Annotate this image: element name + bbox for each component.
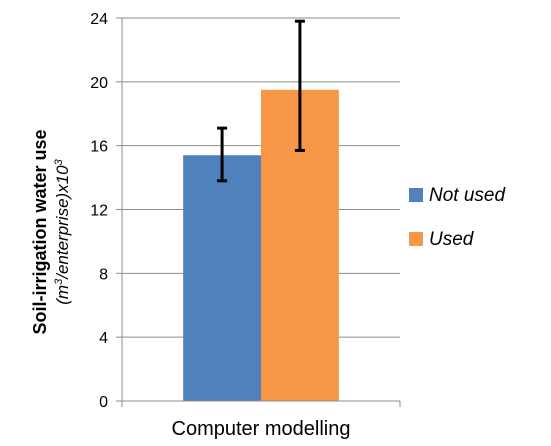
y-tick-label: 16 — [90, 139, 108, 156]
y-tick-label: 12 — [90, 203, 108, 220]
y-tick-label: 20 — [90, 75, 108, 92]
y-axis-unit-mid: /enterprise)x10 — [53, 165, 72, 280]
y-tick-label: 4 — [99, 330, 108, 347]
svg-text:(m3/enterprise)x103: (m3/enterprise)x103 — [53, 158, 72, 304]
bars — [183, 89, 339, 401]
y-axis-title: Soil-irrigation water use — [30, 129, 50, 334]
y-tick-label: 24 — [90, 11, 108, 28]
y-axis-title-line1: Soil-irrigation water use — [30, 129, 50, 334]
y-axis-unit-prefix: (m — [53, 285, 72, 305]
y-tick-label: 0 — [99, 394, 108, 411]
legend-swatch — [409, 188, 423, 202]
error-bars — [217, 19, 305, 183]
axes — [121, 18, 401, 407]
legend-label: Not used — [429, 185, 506, 206]
legend-label: Used — [429, 229, 475, 250]
y-axis-ticks: 0 4 8 12 16 20 24 — [90, 11, 122, 411]
y-axis-unit-sup1: 3 — [53, 278, 65, 285]
legend-swatch — [409, 232, 423, 246]
x-category-label: Computer modelling — [172, 418, 351, 440]
bar-not-used — [183, 155, 261, 401]
y-axis-unit-sup2: 3 — [53, 158, 65, 165]
y-axis-subtitle: (m3/enterprise)x103 — [53, 158, 72, 304]
legend: Not used Used — [409, 185, 506, 250]
x-axis-categories: Computer modelling — [172, 418, 351, 440]
y-tick-label: 8 — [99, 266, 108, 283]
